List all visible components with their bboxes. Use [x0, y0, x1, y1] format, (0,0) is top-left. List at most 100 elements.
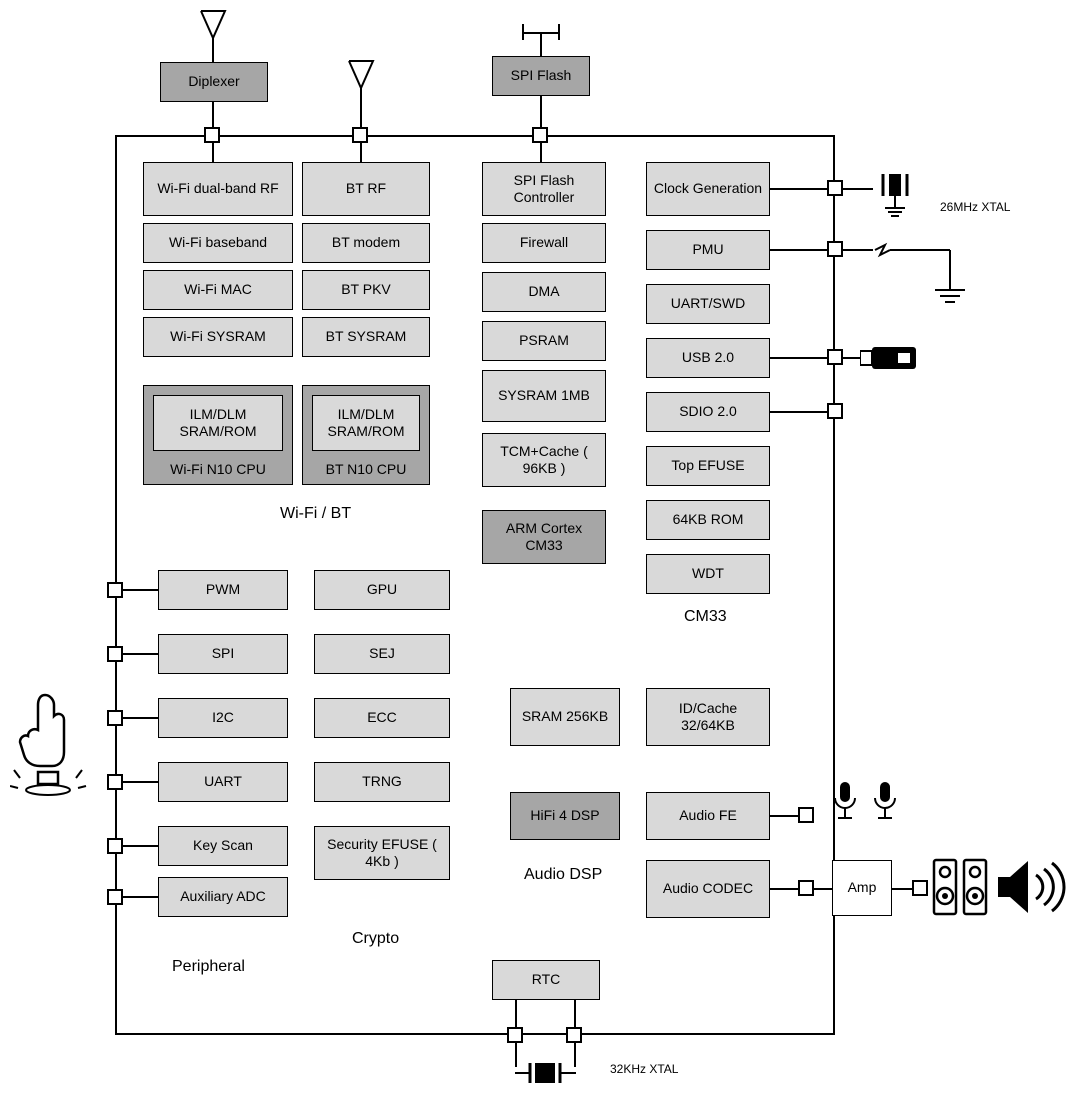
speaker-box-icon: [932, 858, 958, 921]
usb-drive-icon: [860, 345, 920, 376]
port-sdio: [827, 403, 843, 419]
clock-gen-label: Clock Generation: [654, 180, 762, 198]
cm33-section-label: CM33: [684, 608, 727, 626]
sec-efuse-label: Security EFUSE ( 4Kb ): [319, 836, 445, 871]
wdt-label: WDT: [692, 565, 724, 583]
arm-cm33-block: ARM Cortex CM33: [482, 510, 606, 564]
port-uart: [107, 774, 123, 790]
ecc-block: ECC: [314, 698, 450, 738]
port-auxadc: [107, 889, 123, 905]
sej-label: SEJ: [369, 645, 395, 663]
microphone-icon: [830, 780, 860, 835]
xtal-26-icon: [875, 168, 915, 223]
wifi-bt-section-label: Wi-Fi / BT: [280, 505, 351, 523]
keyscan-block: Key Scan: [158, 826, 288, 866]
hifi-dsp-label: HiFi 4 DSP: [530, 807, 599, 825]
bt-pkv-label: BT PKV: [341, 281, 391, 299]
tcm-cache-label: TCM+Cache ( 96KB ): [487, 443, 601, 478]
wifi-rf-block: Wi-Fi dual-band RF: [143, 162, 293, 216]
hifi-dsp-block: HiFi 4 DSP: [510, 792, 620, 840]
spi-flash-ext-label: SPI Flash: [511, 67, 572, 85]
diplexer-label: Diplexer: [188, 73, 239, 91]
psram-block: PSRAM: [482, 321, 606, 361]
port-i2c: [107, 710, 123, 726]
64kb-rom-label: 64KB ROM: [673, 511, 744, 529]
spi-label: SPI: [212, 645, 235, 663]
pwm-label: PWM: [206, 581, 240, 599]
auxadc-label: Auxiliary ADC: [180, 888, 266, 906]
wifi-rf-label: Wi-Fi dual-band RF: [157, 180, 278, 198]
wifi-baseband-block: Wi-Fi baseband: [143, 223, 293, 263]
sdio-label: SDIO 2.0: [679, 403, 737, 421]
wifi-mac-block: Wi-Fi MAC: [143, 270, 293, 310]
wifi-sysram-label: Wi-Fi SYSRAM: [170, 328, 266, 346]
firewall-block: Firewall: [482, 223, 606, 263]
wifi-cpu-label: Wi-Fi N10 CPU: [170, 461, 266, 479]
audio-codec-block: Audio CODEC: [646, 860, 770, 918]
ecc-label: ECC: [367, 709, 397, 727]
sej-block: SEJ: [314, 634, 450, 674]
trng-label: TRNG: [362, 773, 402, 791]
bt-modem-block: BT modem: [302, 223, 430, 263]
rtc-label: RTC: [532, 971, 561, 989]
crypto-section-label: Crypto: [352, 930, 399, 948]
gpu-label: GPU: [367, 581, 397, 599]
wifi-cpu-inner: ILM/DLM SRAM/ROM: [153, 395, 283, 451]
pmu-block: PMU: [646, 230, 770, 270]
audio-fe-label: Audio FE: [679, 807, 737, 825]
rtc-block: RTC: [492, 960, 600, 1000]
uart-block: UART: [158, 762, 288, 802]
bt-cpu-label: BT N10 CPU: [326, 461, 407, 479]
i2c-block: I2C: [158, 698, 288, 738]
port-pwm: [107, 582, 123, 598]
sram-256-block: SRAM 256KB: [510, 688, 620, 746]
usb-label: USB 2.0: [682, 349, 734, 367]
bt-rf-block: BT RF: [302, 162, 430, 216]
dma-label: DMA: [528, 283, 559, 301]
psram-label: PSRAM: [519, 332, 569, 350]
port-pmu: [827, 241, 843, 257]
power-icon: [870, 240, 980, 325]
top-efuse-label: Top EFUSE: [671, 457, 744, 475]
port-usb: [827, 349, 843, 365]
port-rtc-1: [507, 1027, 523, 1043]
port-amp-out: [912, 880, 928, 896]
sram-256-label: SRAM 256KB: [522, 708, 608, 726]
firewall-label: Firewall: [520, 234, 568, 252]
audio-fe-block: Audio FE: [646, 792, 770, 840]
pwm-block: PWM: [158, 570, 288, 610]
button-press-icon: [10, 690, 90, 815]
port-rtc-2: [566, 1027, 582, 1043]
port-keyscan: [107, 838, 123, 854]
port-diplexer: [204, 127, 220, 143]
port-bt-antenna: [352, 127, 368, 143]
arm-cm33-label: ARM Cortex CM33: [487, 520, 601, 555]
bt-modem-label: BT modem: [332, 234, 400, 252]
gpu-block: GPU: [314, 570, 450, 610]
top-efuse-block: Top EFUSE: [646, 446, 770, 486]
sec-efuse-block: Security EFUSE ( 4Kb ): [314, 826, 450, 880]
spi-flash-ctrl-block: SPI Flash Controller: [482, 162, 606, 216]
auxadc-block: Auxiliary ADC: [158, 877, 288, 917]
sysram-1mb-block: SYSRAM 1MB: [482, 370, 606, 422]
amp-label: Amp: [848, 879, 877, 897]
bt-sysram-block: BT SYSRAM: [302, 317, 430, 357]
bt-cpu-inner-label: ILM/DLM SRAM/ROM: [313, 406, 419, 441]
spi-block: SPI: [158, 634, 288, 674]
audio-dsp-section-label: Audio DSP: [524, 866, 602, 884]
bt-pkv-block: BT PKV: [302, 270, 430, 310]
bt-rf-label: BT RF: [346, 180, 386, 198]
port-audio-fe: [798, 807, 814, 823]
xtal-26-label: 26MHz XTAL: [940, 200, 1010, 214]
dma-block: DMA: [482, 272, 606, 312]
port-spi: [107, 646, 123, 662]
tcm-cache-block: TCM+Cache ( 96KB ): [482, 433, 606, 487]
usb-block: USB 2.0: [646, 338, 770, 378]
i2c-label: I2C: [212, 709, 234, 727]
uart-swd-label: UART/SWD: [671, 295, 745, 313]
loudspeaker-icon: [996, 855, 1066, 924]
port-spi-flash: [532, 127, 548, 143]
trng-block: TRNG: [314, 762, 450, 802]
xtal-32-icon: [520, 1058, 570, 1093]
bt-cpu-inner: ILM/DLM SRAM/ROM: [312, 395, 420, 451]
